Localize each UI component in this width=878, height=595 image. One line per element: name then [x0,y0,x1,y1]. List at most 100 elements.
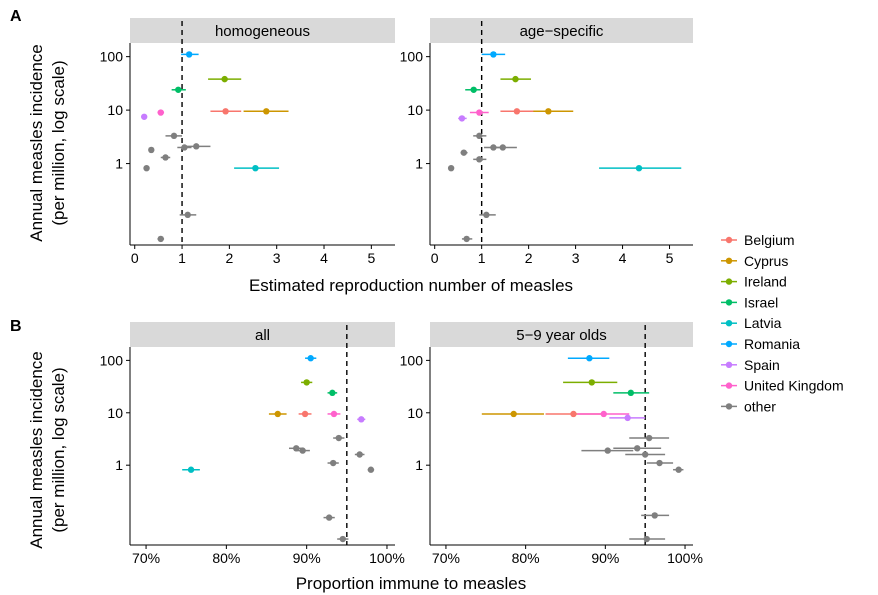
legend-key-dot [725,278,733,285]
data-point [570,410,577,418]
data-point [356,451,363,458]
x-tick-label: 0 [131,250,139,266]
legend-key-dot [725,361,733,368]
data-point [476,156,483,163]
data-point [157,109,164,116]
data-point [157,235,164,243]
legend-label: other [744,398,776,414]
chart-panel-3: 5−9 year olds 1 10 100 70% 80% 90% 100% [400,322,703,566]
legend-label: Ireland [744,274,787,290]
data-point [184,211,191,219]
y-axis-title-b-line1: Annual measles incidence [27,351,46,549]
data-point [634,445,641,452]
data-point [656,459,663,467]
data-point [651,512,658,519]
data-point [329,389,336,397]
x-tick-label: 1 [178,250,186,266]
facet-strip-title: homogeneous [215,23,310,40]
x-tick-label: 70% [132,550,160,566]
data-point [325,514,333,521]
facet-strip [430,322,693,347]
legend: Belgium Cyprus Ireland Israel Latvia Romania S… [721,232,844,414]
y-tick-label: 10 [407,102,423,118]
y-tick-label: 100 [400,49,424,65]
data-point [470,86,477,93]
data-point [643,535,650,543]
legend-label: Cyprus [744,253,788,269]
x-tick-label: 3 [273,250,281,266]
x-tick-label: 2 [225,250,233,266]
y-tick-label: 100 [100,352,124,368]
x-tick-label: 90% [293,550,321,566]
data-point [675,466,682,473]
panel-label-a: A [10,8,22,25]
x-tick-label: 2 [525,250,533,266]
x-axis-title-a: Estimated reproduction number of measles [249,276,573,295]
data-point [143,164,150,172]
data-point [513,108,521,115]
data-point [274,410,281,418]
legend-key-dot [725,236,733,244]
facet-strip-title: all [255,327,270,344]
y-tick-label: 1 [415,457,423,473]
legend-label: United Kingdom [744,378,844,394]
chart-panel-1: age−specific 1 10 100 0 1 2 3 4 5 [400,18,693,266]
legend-key-dot [725,299,733,306]
data-point [476,109,483,116]
data-point [447,164,455,172]
x-tick-label: 5 [367,250,375,266]
data-point [301,410,309,418]
legend-key-dot [725,403,733,410]
y-axis-title-b-line2: (per million, log scale) [49,367,68,532]
legend-label: Belgium [744,232,795,248]
y-tick-label: 10 [407,405,423,421]
data-point [490,144,497,151]
data-point [303,379,310,386]
data-point [600,410,607,418]
panel-label-b: B [10,318,22,335]
data-point [339,535,347,543]
y-tick-label: 100 [100,49,124,65]
data-point [645,434,653,442]
data-point [512,75,519,83]
data-point [476,132,483,140]
data-point [222,108,229,115]
x-tick-label: 3 [572,250,580,266]
y-tick-label: 1 [115,457,123,473]
x-tick-label: 90% [591,550,619,566]
data-point [221,75,228,83]
data-point [330,410,338,418]
y-tick-label: 100 [400,352,424,368]
data-point [586,355,593,362]
data-point [170,132,178,140]
legend-label: Romania [744,336,800,352]
facet-strip [430,18,693,43]
data-point [185,51,193,58]
x-tick-label: 0 [431,250,439,266]
data-point [175,86,182,93]
data-point [460,149,468,156]
data-point [358,416,365,423]
data-point [329,459,337,467]
data-point [627,389,635,397]
data-point [490,51,497,58]
legend-key-dot [725,340,733,348]
x-tick-label: 80% [512,550,540,566]
data-point [193,143,200,150]
data-point [148,146,155,154]
legend-label: Latvia [744,315,782,331]
legend-label: Spain [744,357,780,373]
x-tick-label: 4 [320,250,328,266]
data-point [624,414,631,422]
facet-strip [130,18,395,43]
chart-panel-2: all 1 10 100 70% 80% 90% 100% [100,322,405,566]
x-tick-label: 4 [619,250,627,266]
data-point [641,451,649,458]
x-tick-label: 80% [212,550,240,566]
data-point [635,164,643,172]
data-point [181,144,188,151]
y-axis-title-a-line1: Annual measles incidence [27,44,46,242]
facet-strip [130,322,395,347]
x-tick-label: 100% [369,550,405,566]
